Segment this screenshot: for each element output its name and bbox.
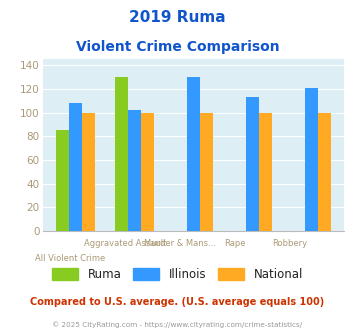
Bar xyxy=(115,77,128,231)
Text: 2019 Ruma: 2019 Ruma xyxy=(129,10,226,25)
Bar xyxy=(141,113,154,231)
Text: All Violent Crime: All Violent Crime xyxy=(35,254,105,263)
Bar xyxy=(187,77,200,231)
Bar xyxy=(246,97,259,231)
Text: Rape: Rape xyxy=(224,239,245,248)
Text: Murder & Mans...: Murder & Mans... xyxy=(144,239,216,248)
Bar xyxy=(82,113,95,231)
Bar xyxy=(200,113,213,231)
Text: Violent Crime Comparison: Violent Crime Comparison xyxy=(76,40,279,53)
Bar xyxy=(318,113,331,231)
Bar xyxy=(69,103,82,231)
Text: Compared to U.S. average. (U.S. average equals 100): Compared to U.S. average. (U.S. average … xyxy=(31,297,324,307)
Bar xyxy=(259,113,272,231)
Bar xyxy=(56,130,69,231)
Bar xyxy=(128,110,141,231)
Bar xyxy=(305,88,318,231)
Text: Aggravated Assault: Aggravated Assault xyxy=(84,239,166,248)
Text: Robbery: Robbery xyxy=(272,239,307,248)
Legend: Ruma, Illinois, National: Ruma, Illinois, National xyxy=(48,263,307,286)
Text: © 2025 CityRating.com - https://www.cityrating.com/crime-statistics/: © 2025 CityRating.com - https://www.city… xyxy=(53,322,302,328)
